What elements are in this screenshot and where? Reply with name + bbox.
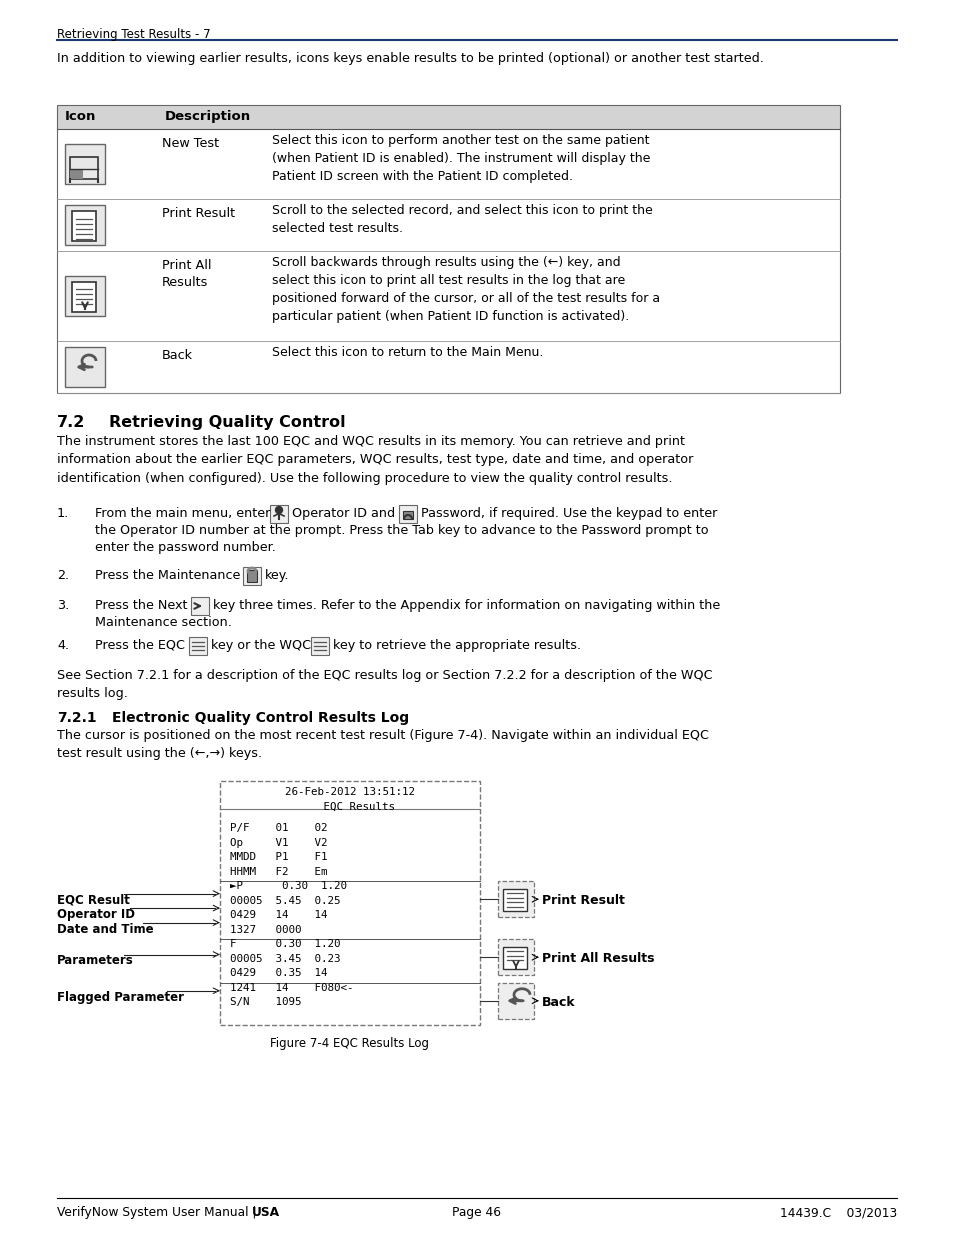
Text: F      0.30  1.20: F 0.30 1.20 (230, 940, 340, 950)
Text: ►P      0.30  1.20: ►P 0.30 1.20 (230, 882, 347, 892)
Bar (497, 882, 534, 918)
Text: Scroll to the selected record, and select this icon to print the
selected test r: Scroll to the selected record, and selec… (272, 204, 652, 235)
Text: The instrument stores the last 100 EQC and WQC results in its memory. You can re: The instrument stores the last 100 EQC a… (57, 435, 693, 485)
Text: 1.: 1. (57, 508, 70, 520)
Text: 7.2: 7.2 (57, 415, 85, 430)
Bar (70, 157, 98, 179)
Text: The cursor is positioned on the most recent test result (Figure 7-4). Navigate w: The cursor is positioned on the most rec… (57, 729, 708, 761)
Text: key.: key. (265, 569, 289, 582)
Text: the Operator ID number at the prompt. Press the Tab key to advance to the Passwo: the Operator ID number at the prompt. Pr… (95, 524, 708, 537)
Text: Description: Description (165, 110, 251, 124)
Bar (71, 211, 96, 241)
Bar (497, 940, 534, 976)
Text: Retrieving Test Results - 7: Retrieving Test Results - 7 (57, 28, 211, 41)
Bar (220, 781, 479, 1025)
Bar (71, 282, 96, 312)
Text: 3.: 3. (57, 599, 70, 613)
Text: 1241   14    F080<-: 1241 14 F080<- (230, 983, 354, 993)
Bar (57, 199, 840, 251)
Bar (65, 144, 105, 184)
Text: enter the password number.: enter the password number. (95, 541, 275, 555)
Text: VerifyNow System User Manual |: VerifyNow System User Manual | (57, 1207, 260, 1219)
Bar (189, 637, 207, 655)
Circle shape (275, 506, 282, 514)
Text: Flagged Parameter: Flagged Parameter (57, 990, 184, 1004)
Text: Print All Results: Print All Results (541, 952, 654, 966)
Bar (270, 505, 288, 522)
Text: Date and Time: Date and Time (57, 923, 153, 936)
Text: USA: USA (252, 1207, 280, 1219)
Text: EQC Results: EQC Results (304, 802, 395, 811)
Text: 14439.C    03/2013: 14439.C 03/2013 (779, 1207, 896, 1219)
Bar (65, 205, 105, 245)
Text: From the main menu, enter: From the main menu, enter (95, 508, 270, 520)
Text: 00005  3.45  0.23: 00005 3.45 0.23 (230, 953, 340, 963)
Text: Back: Back (162, 350, 193, 362)
Text: 7.2.1: 7.2.1 (57, 711, 96, 725)
Text: S/N    1095: S/N 1095 (230, 997, 301, 1008)
Text: Press the Maintenance: Press the Maintenance (95, 569, 240, 582)
Text: 4.: 4. (57, 638, 69, 652)
Text: Op     V1    V2: Op V1 V2 (230, 837, 327, 847)
Bar (402, 511, 413, 519)
Text: HHMM   F2    Em: HHMM F2 Em (230, 867, 327, 877)
Text: Figure 7-4 EQC Results Log: Figure 7-4 EQC Results Log (271, 1036, 429, 1050)
Text: 00005  5.45  0.25: 00005 5.45 0.25 (230, 895, 340, 905)
Text: Electronic Quality Control Results Log: Electronic Quality Control Results Log (112, 711, 409, 725)
Text: Select this icon to return to the Main Menu.: Select this icon to return to the Main M… (272, 346, 543, 359)
Text: New Test: New Test (162, 137, 219, 149)
Text: Operator ID: Operator ID (57, 908, 135, 921)
Bar (311, 637, 329, 655)
Bar (497, 983, 534, 1019)
Text: Press the EQC: Press the EQC (95, 638, 185, 652)
Bar (65, 275, 105, 316)
Bar (502, 947, 526, 969)
Text: 2.: 2. (57, 569, 69, 582)
Text: In addition to viewing earlier results, icons keys enable results to be printed : In addition to viewing earlier results, … (57, 52, 763, 65)
Text: Operator ID and: Operator ID and (292, 508, 395, 520)
Bar (57, 251, 840, 341)
Bar (398, 505, 416, 522)
Bar (65, 347, 105, 387)
Text: Password, if required. Use the keypad to enter: Password, if required. Use the keypad to… (420, 508, 717, 520)
Text: Print Result: Print Result (162, 207, 234, 220)
Text: Parameters: Parameters (57, 955, 133, 967)
Bar (247, 571, 256, 582)
Text: Maintenance section.: Maintenance section. (95, 616, 232, 629)
Text: Print Result: Print Result (541, 894, 624, 908)
Text: 0429   0.35  14: 0429 0.35 14 (230, 968, 327, 978)
Text: key or the WQC: key or the WQC (211, 638, 311, 652)
Text: 26-Feb-2012 13:51:12: 26-Feb-2012 13:51:12 (285, 787, 415, 797)
Text: Select this icon to perform another test on the same patient
(when Patient ID is: Select this icon to perform another test… (272, 135, 650, 183)
Bar (57, 105, 840, 393)
Text: EQC Result: EQC Result (57, 894, 130, 906)
Bar (243, 567, 261, 585)
Text: Back: Back (541, 995, 575, 1009)
Text: Page 46: Page 46 (452, 1207, 501, 1219)
Bar (57, 105, 840, 128)
Text: key three times. Refer to the Appendix for information on navigating within the: key three times. Refer to the Appendix f… (213, 599, 720, 613)
Bar (502, 889, 526, 911)
Text: MMDD   P1    F1: MMDD P1 F1 (230, 852, 327, 862)
Text: Press the Next: Press the Next (95, 599, 188, 613)
Text: P/F    01    02: P/F 01 02 (230, 824, 327, 834)
Text: 1327   0000: 1327 0000 (230, 925, 301, 935)
Bar (70, 169, 83, 179)
Text: Scroll backwards through results using the (←) key, and
select this icon to prin: Scroll backwards through results using t… (272, 256, 659, 324)
Text: Icon: Icon (65, 110, 96, 124)
Bar (57, 341, 840, 393)
Text: key to retrieve the appropriate results.: key to retrieve the appropriate results. (333, 638, 580, 652)
Text: See Section 7.2.1 for a description of the EQC results log or Section 7.2.2 for : See Section 7.2.1 for a description of t… (57, 669, 712, 700)
Text: Print All
Results: Print All Results (162, 259, 212, 289)
Text: Retrieving Quality Control: Retrieving Quality Control (109, 415, 345, 430)
Bar (191, 597, 209, 615)
Text: 0429   14    14: 0429 14 14 (230, 910, 327, 920)
Bar (57, 128, 840, 199)
